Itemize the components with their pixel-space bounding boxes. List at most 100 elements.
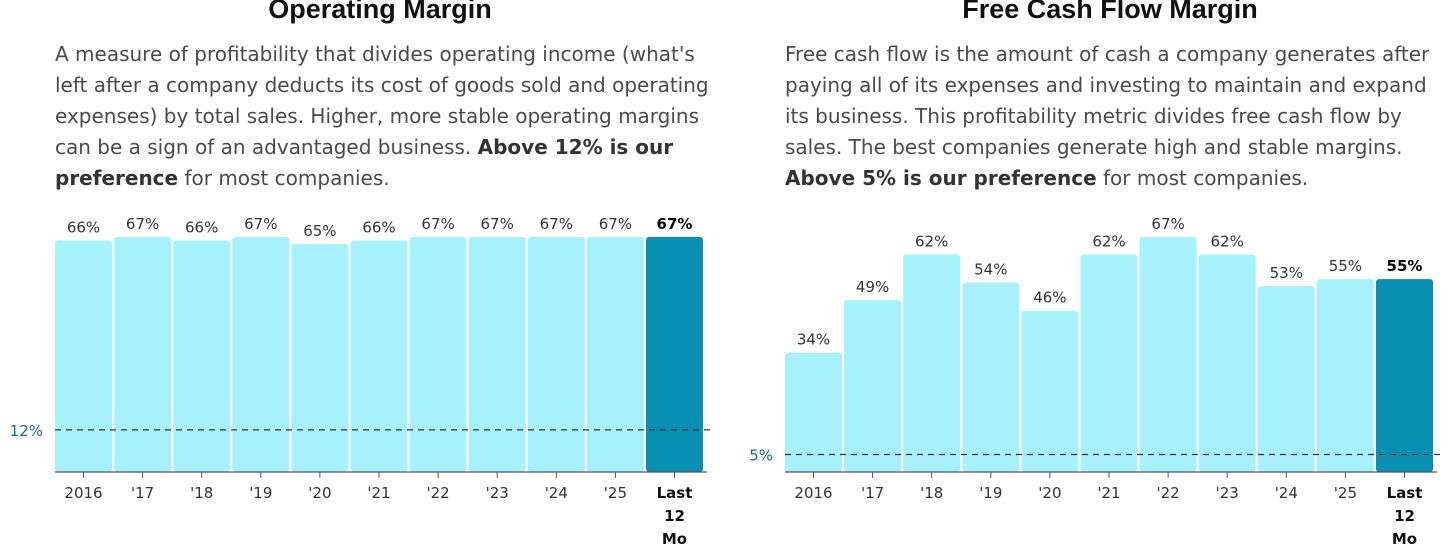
fcf-margin-tick-label-part: '19 bbox=[979, 484, 1002, 502]
fcf-margin-tick-label-part: 2016 bbox=[794, 484, 832, 502]
fcf-margin-description: Free cash flow is the amount of cash a c… bbox=[785, 39, 1445, 194]
fcf-margin-tick-label-part: Mo bbox=[1392, 530, 1417, 548]
operating-margin-value-label: 66% bbox=[185, 219, 218, 237]
fcf-margin-bar bbox=[1080, 254, 1138, 472]
fcf-margin-reference-label: 5% bbox=[749, 447, 773, 465]
fcf-margin-bar bbox=[1198, 254, 1256, 472]
fcf-margin-description-text: Free cash flow is the amount of cash a c… bbox=[785, 42, 1430, 159]
operating-margin-value-label: 67% bbox=[540, 215, 573, 233]
operating-margin-tick-label-part: 12 bbox=[664, 507, 685, 525]
fcf-margin-bar bbox=[1139, 237, 1197, 472]
operating-margin-bar bbox=[232, 237, 290, 472]
fcf-margin-bar bbox=[785, 352, 842, 472]
operating-margin-tick-label-part: '21 bbox=[367, 484, 390, 502]
operating-margin-value-label: 65% bbox=[303, 222, 336, 240]
fcf-margin-bar bbox=[1021, 310, 1079, 472]
fcf-margin-value-label: 49% bbox=[856, 278, 889, 296]
fcf-margin-bar bbox=[1257, 286, 1315, 472]
fcf-margin-bar bbox=[1316, 279, 1374, 472]
operating-margin-tick-label: '25 bbox=[604, 484, 627, 502]
fcf-margin-tick-label: '23 bbox=[1216, 484, 1239, 502]
fcf-margin-value-label: 62% bbox=[1092, 233, 1125, 251]
fcf-margin-tick-label: '24 bbox=[1275, 484, 1298, 502]
operating-margin-bar bbox=[409, 237, 467, 472]
operating-margin-bar bbox=[468, 237, 526, 472]
fcf-margin-value-label: 53% bbox=[1270, 264, 1303, 282]
operating-margin-bar bbox=[291, 244, 349, 472]
fcf-margin-value-label: 62% bbox=[915, 233, 948, 251]
fcf-margin-tick-label-part: '20 bbox=[1038, 484, 1061, 502]
operating-margin-tick-label-part: Last bbox=[657, 484, 693, 502]
operating-margin-value-label: 66% bbox=[67, 219, 100, 237]
fcf-margin-value-label: 46% bbox=[1033, 289, 1066, 307]
operating-margin-preference: Above 12% is our preference bbox=[55, 135, 674, 190]
operating-margin-tick-label: '21 bbox=[367, 484, 390, 502]
fcf-margin-bar bbox=[1376, 279, 1433, 472]
operating-margin-tick-label-part: '25 bbox=[604, 484, 627, 502]
operating-margin-value-label: 67% bbox=[599, 215, 632, 233]
operating-margin-value-label: 67% bbox=[481, 215, 514, 233]
operating-margin-bar bbox=[527, 237, 585, 472]
operating-margin-bar bbox=[586, 237, 644, 472]
operating-margin-tick-label: '20 bbox=[308, 484, 331, 502]
fcf-margin-description-tail: for most companies. bbox=[1096, 166, 1309, 190]
fcf-margin-tick-label: '25 bbox=[1334, 484, 1357, 502]
operating-margin-tick-label-part: '24 bbox=[545, 484, 568, 502]
fcf-margin-tick-label: '22 bbox=[1156, 484, 1179, 502]
fcf-margin-tick-label: Last 12 Mo bbox=[1387, 484, 1423, 548]
fcf-margin-chart: 34% 49% 62% 54% 46% 62% 67% 62% 53% 55% 55% 5% 2016 '… bbox=[749, 215, 1440, 548]
operating-margin-tick-label: '19 bbox=[249, 484, 272, 502]
operating-margin-description-text: A measure of profitability that divides … bbox=[55, 42, 709, 159]
fcf-margin-value-label: 54% bbox=[974, 261, 1007, 279]
operating-margin-description-tail: for most companies. bbox=[178, 166, 390, 190]
operating-margin-value-label: 67% bbox=[421, 215, 454, 233]
operating-margin-tick-label: '17 bbox=[131, 484, 154, 502]
fcf-margin-tick-label: 2016 bbox=[794, 484, 832, 502]
operating-margin-tick-label-part: '23 bbox=[486, 484, 509, 502]
operating-margin-tick-label-part: '18 bbox=[190, 484, 213, 502]
fcf-margin-tick-label-part: '21 bbox=[1097, 484, 1120, 502]
fcf-margin-title: Free Cash Flow Margin bbox=[962, 0, 1258, 24]
fcf-margin-panel: Free Cash Flow Margin Free cash flow is … bbox=[749, 0, 1445, 556]
operating-margin-tick-label: '18 bbox=[190, 484, 213, 502]
fcf-margin-value-label: 62% bbox=[1211, 233, 1244, 251]
operating-margin-bar bbox=[646, 237, 703, 472]
operating-margin-tick-label-part: '20 bbox=[308, 484, 331, 502]
operating-margin-value-label: 67% bbox=[657, 215, 693, 233]
fcf-margin-tick-label: '20 bbox=[1038, 484, 1061, 502]
operating-margin-tick-label-part: Mo bbox=[662, 530, 687, 548]
operating-margin-tick-label-part: 2016 bbox=[64, 484, 102, 502]
fcf-margin-value-label: 55% bbox=[1329, 257, 1362, 275]
operating-margin-chart: 66% 67% 66% 67% 65% 66% 67% 67% 67% 67% 67% 12% 2016… bbox=[10, 215, 710, 548]
fcf-margin-tick-label: '19 bbox=[979, 484, 1002, 502]
fcf-margin-tick-label-part: '25 bbox=[1334, 484, 1357, 502]
operating-margin-tick-label: 2016 bbox=[64, 484, 102, 502]
operating-margin-tick-label-part: '19 bbox=[249, 484, 272, 502]
fcf-margin-tick-label: '21 bbox=[1097, 484, 1120, 502]
operating-margin-bar bbox=[55, 240, 112, 472]
operating-margin-bar bbox=[114, 237, 172, 472]
fcf-margin-tick-label-part: '24 bbox=[1275, 484, 1298, 502]
fcf-margin-value-label: 67% bbox=[1151, 215, 1184, 233]
fcf-margin-tick-label-part: '22 bbox=[1156, 484, 1179, 502]
operating-margin-tick-label: '23 bbox=[486, 484, 509, 502]
operating-margin-tick-label: Last 12 Mo bbox=[657, 484, 693, 548]
fcf-margin-tick-label-part: '18 bbox=[920, 484, 943, 502]
fcf-margin-tick-label-part: '23 bbox=[1216, 484, 1239, 502]
operating-margin-value-label: 67% bbox=[126, 215, 159, 233]
operating-margin-title: Operating Margin bbox=[268, 0, 492, 24]
operating-margin-tick-label-part: '22 bbox=[426, 484, 449, 502]
operating-margin-tick-label: '22 bbox=[426, 484, 449, 502]
fcf-margin-tick-label: '17 bbox=[861, 484, 884, 502]
operating-margin-bar bbox=[173, 240, 231, 472]
operating-margin-bar bbox=[350, 240, 408, 472]
operating-margin-tick-label-part: '17 bbox=[131, 484, 154, 502]
fcf-margin-preference: Above 5% is our preference bbox=[785, 166, 1097, 190]
operating-margin-tick-label: '24 bbox=[545, 484, 568, 502]
operating-margin-description: A measure of profitability that divides … bbox=[55, 39, 715, 194]
fcf-margin-bar bbox=[844, 300, 902, 472]
fcf-margin-tick-label: '18 bbox=[920, 484, 943, 502]
fcf-margin-tick-label-part: Last bbox=[1387, 484, 1423, 502]
fcf-margin-value-label: 34% bbox=[797, 331, 830, 349]
operating-margin-value-label: 66% bbox=[362, 219, 395, 237]
